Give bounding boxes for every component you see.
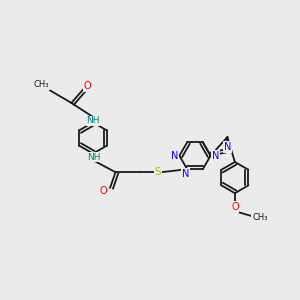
Text: S: S [155,167,161,177]
Text: NH: NH [87,153,101,162]
Text: CH₃: CH₃ [34,80,49,89]
Text: O: O [231,202,239,212]
Text: O: O [84,81,92,91]
Text: NH: NH [86,116,100,125]
Text: N: N [224,142,231,152]
Text: N: N [182,169,189,179]
Text: N: N [212,151,220,161]
Text: O: O [100,186,107,196]
Text: N: N [171,151,178,161]
Text: CH₃: CH₃ [252,213,268,222]
